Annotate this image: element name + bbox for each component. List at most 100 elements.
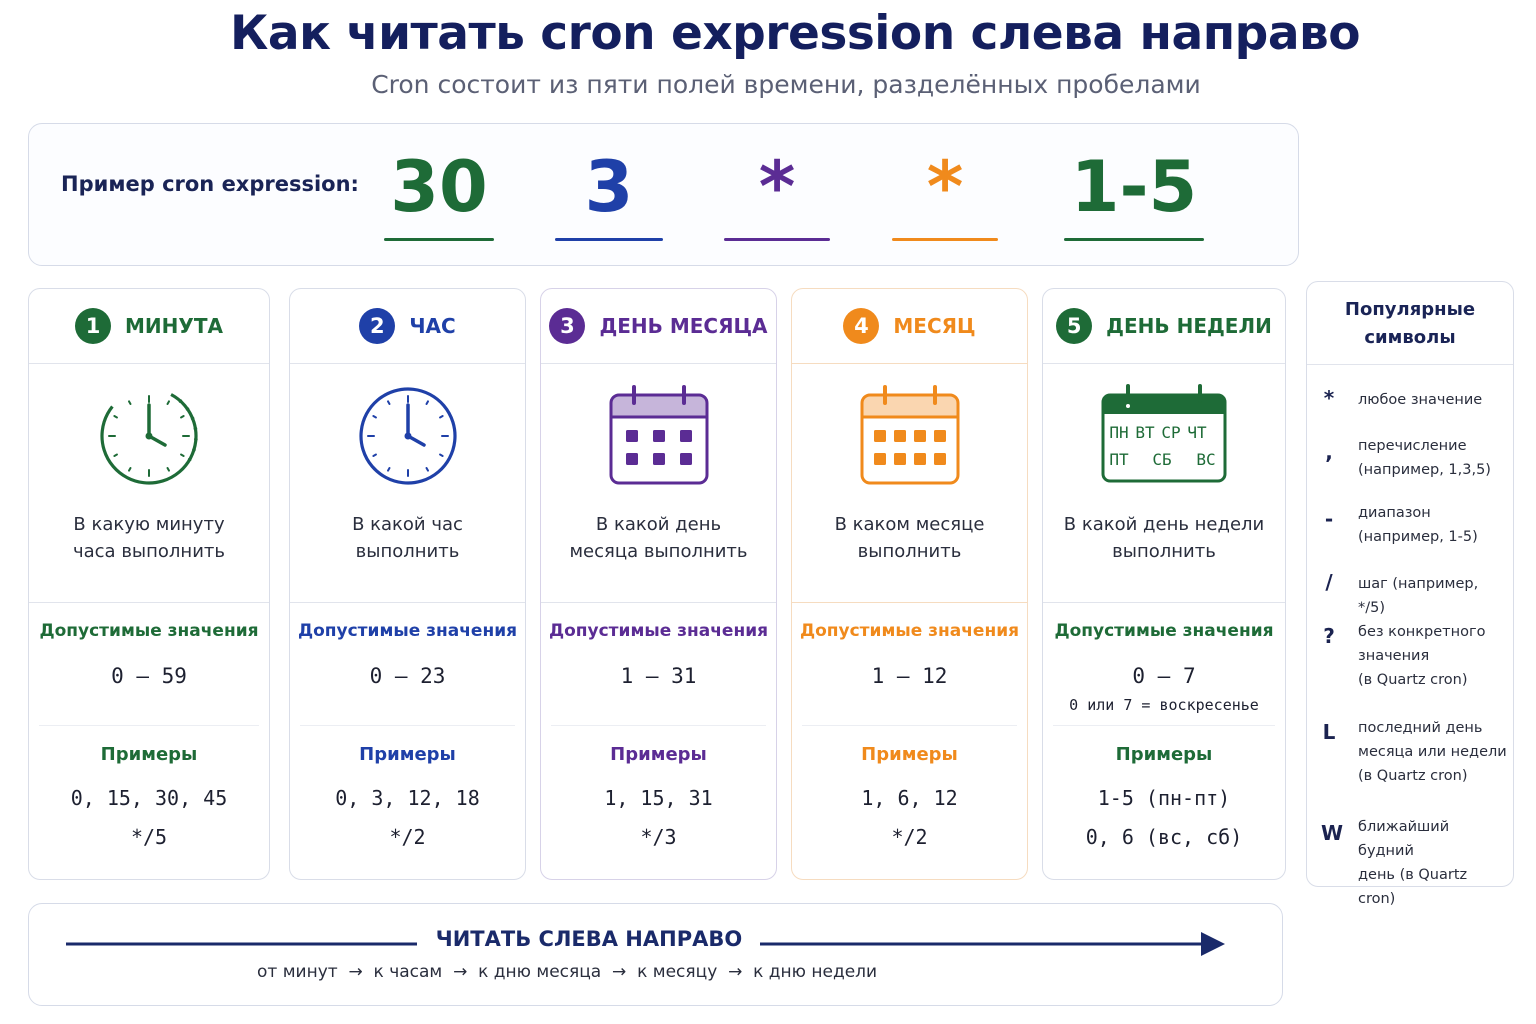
symbols-title-line: символы xyxy=(1364,327,1456,348)
reading-step: к дню недели xyxy=(753,962,878,982)
field-number-badge: 3 xyxy=(549,308,586,344)
examples-heading: Примеры xyxy=(610,744,707,765)
reading-direction-panel: ЧИТАТЬ СЛЕВА НАПРАВО от минут → к часам … xyxy=(28,903,1283,1006)
reading-step: от минут xyxy=(257,962,338,982)
field-description-line: В какой час xyxy=(352,514,463,535)
field-number-badge: 2 xyxy=(359,308,396,344)
examples-heading: Примеры xyxy=(861,744,958,765)
symbol-description-line: диапазон xyxy=(1358,505,1431,521)
symbol-description-line: без конкретного xyxy=(1358,624,1486,640)
allowed-values-heading: Допустимые значения xyxy=(39,621,259,641)
cron-token: * xyxy=(926,146,964,228)
field-icon-wrap xyxy=(290,381,525,491)
example-value: 1, 15, 31 xyxy=(604,786,713,810)
examples-heading: Примеры xyxy=(359,744,456,765)
symbol-description-line: значения xyxy=(1358,648,1430,664)
arrow-right-icon: → xyxy=(442,962,479,982)
symbol-description-line: (в Quartz cron) xyxy=(1358,672,1468,688)
symbol-description: любое значение xyxy=(1358,388,1508,412)
field-card-1: 1 МИНУТА В какую минуту часа выполнить Допус… xyxy=(28,288,270,880)
symbol-description-line: перечисление xyxy=(1358,438,1467,454)
field-name: ДЕНЬ МЕСЯЦА xyxy=(599,314,768,338)
calendar-icon xyxy=(609,385,708,485)
examples-heading: Примеры xyxy=(100,744,198,765)
symbol-description: ближайший будний день (в Quartz cron) xyxy=(1358,815,1508,911)
reading-step: к дню месяца xyxy=(478,962,602,982)
field-description: В какой день месяца выполнить xyxy=(551,511,766,565)
field-card-header: 1 МИНУТА xyxy=(29,289,269,364)
field-description: В какую минуту часа выполнить xyxy=(39,511,259,565)
symbol-char: , xyxy=(1325,440,1333,464)
page-subtitle: Cron состоит из пяти полей времени, разд… xyxy=(371,70,1201,99)
arrow-right-icon: → xyxy=(601,962,638,982)
field-card-2: 2 ЧАС В какой час выполнить Допустимые значе… xyxy=(289,288,526,880)
symbol-description: без конкретного значения (в Quartz cron) xyxy=(1358,620,1508,692)
field-name: ДЕНЬ НЕДЕЛИ xyxy=(1106,314,1272,338)
field-description: В какой день недели выполнить xyxy=(1053,511,1275,565)
card-divider xyxy=(1043,602,1285,603)
field-card-header: 2 ЧАС xyxy=(290,289,525,364)
symbol-description-line: шаг (например, */5) xyxy=(1358,576,1479,616)
field-icon-wrap: ПН ВТ СР ЧТ ПТ СБ ВС xyxy=(1043,381,1285,491)
symbol-description-line: (в Quartz cron) xyxy=(1358,768,1468,784)
field-description: В какой час выполнить xyxy=(300,511,515,565)
example-value: */5 xyxy=(130,825,168,849)
field-card-5: 5 ДЕНЬ НЕДЕЛИ ПН ВТ СР ЧТ ПТ СБ ВС В какой день н… xyxy=(1042,288,1286,880)
calendar-icon xyxy=(860,385,959,485)
example-value: */2 xyxy=(891,825,928,849)
card-divider xyxy=(551,725,766,726)
field-card-4: 4 МЕСЯЦ В каком месяце выполнить Допустимые … xyxy=(791,288,1028,880)
symbols-title-line: Популярные xyxy=(1344,299,1476,320)
field-description-line: В какую минуту xyxy=(73,514,225,535)
cron-token: 30 xyxy=(390,146,488,228)
weekday-label: ЧТ xyxy=(1187,423,1207,442)
example-value: */2 xyxy=(389,825,426,849)
symbol-description-line: день (в Quartz cron) xyxy=(1358,867,1468,907)
symbol-description: перечисление (например, 1,3,5) xyxy=(1358,434,1508,482)
week-calendar-icon: ПН ВТ СР ЧТ ПТ СБ ВС xyxy=(1101,384,1227,483)
reading-arrow-head xyxy=(1201,932,1225,956)
weekday-label: ВТ xyxy=(1135,423,1155,442)
example-value: 1-5 (пн-пт) xyxy=(1097,786,1231,810)
example-label: Пример cron expression: xyxy=(61,172,359,196)
symbol-description-line: любое значение xyxy=(1358,392,1483,408)
field-name: ЧАС xyxy=(409,314,456,338)
reading-steps: от минут → к часам → к дню месяца → к ме… xyxy=(257,962,877,982)
field-name: МЕСЯЦ xyxy=(893,314,976,338)
field-number-badge: 5 xyxy=(1056,308,1093,344)
field-icon-wrap xyxy=(29,381,269,491)
field-card-header: 5 ДЕНЬ НЕДЕЛИ xyxy=(1043,289,1285,364)
allowed-values-heading: Допустимые значения xyxy=(548,621,769,641)
weekday-label: СР xyxy=(1161,423,1180,442)
reading-arrow-graphic xyxy=(66,932,1225,956)
example-value: 0, 3, 12, 18 xyxy=(335,786,480,810)
reading-step: к часам xyxy=(373,962,443,982)
symbol-description-line: последний день xyxy=(1358,720,1483,736)
symbols-divider xyxy=(1307,364,1513,365)
symbols-panel: Популярные символы * любое значение, переч… xyxy=(1306,281,1514,907)
allowed-values-range: 1 – 31 xyxy=(620,664,697,688)
symbols-title: Популярные символы xyxy=(1307,296,1513,352)
weekday-label: ВС xyxy=(1196,450,1215,469)
field-description-line: В какой день xyxy=(595,514,722,535)
symbol-char: W xyxy=(1321,821,1344,845)
example-value: 0, 15, 30, 45 xyxy=(70,786,228,810)
field-card-header: 4 МЕСЯЦ xyxy=(792,289,1027,364)
field-card-3: 3 ДЕНЬ МЕСЯЦА В какой день месяца выполнить… xyxy=(540,288,777,880)
card-divider xyxy=(39,725,259,726)
field-description-line: часа выполнить xyxy=(73,541,225,562)
card-divider xyxy=(29,602,269,603)
symbol-char: L xyxy=(1322,720,1336,744)
example-panel: Пример cron expression: 30 3 * * 1-5 xyxy=(28,123,1299,266)
reading-step: к месяцу xyxy=(637,962,718,982)
card-divider xyxy=(802,725,1017,726)
symbol-char: / xyxy=(1325,570,1333,594)
page-title: Как читать cron expression слева направо xyxy=(229,6,1361,61)
card-divider xyxy=(541,602,776,603)
card-divider xyxy=(300,725,515,726)
allowed-values-heading: Допустимые значения xyxy=(799,621,1020,641)
cron-token-underline xyxy=(892,238,998,241)
field-description-line: В какой день недели xyxy=(1063,514,1265,535)
card-divider xyxy=(792,602,1027,603)
field-card-header: 3 ДЕНЬ МЕСЯЦА xyxy=(541,289,776,364)
